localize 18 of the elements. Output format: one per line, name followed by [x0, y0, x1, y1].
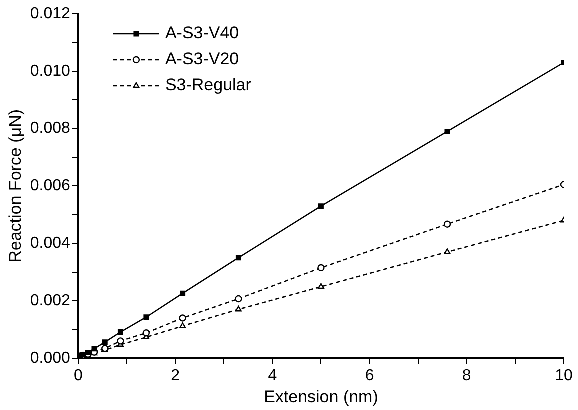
y-axis-title: Reaction Force (μN) — [6, 110, 25, 263]
y-tick-label: 0.004 — [30, 235, 71, 252]
legend-label: A-S3-V40 — [165, 24, 240, 43]
x-tick-label: 8 — [462, 367, 472, 384]
x-tick-label: 6 — [365, 367, 374, 384]
y-tick-label: 0.012 — [30, 5, 71, 22]
text: 0.000 — [30, 350, 70, 367]
y-tick-label: 0.008 — [30, 120, 71, 138]
legend-label: S3-Regular — [165, 76, 252, 95]
y-tick-label: 0.006 — [30, 178, 71, 195]
legend-label: A-S3-V20 — [165, 50, 240, 69]
x-tick-label: 0 — [74, 367, 83, 384]
x-tick-label: 10 — [555, 367, 573, 384]
x-tick-label: 2 — [171, 367, 180, 384]
x-axis-title: Extension (nm) — [264, 387, 378, 406]
y-tick-label: 0.010 — [30, 62, 71, 80]
x-tick-label: 4 — [268, 367, 278, 384]
y-tick-label: 0.002 — [30, 292, 71, 310]
